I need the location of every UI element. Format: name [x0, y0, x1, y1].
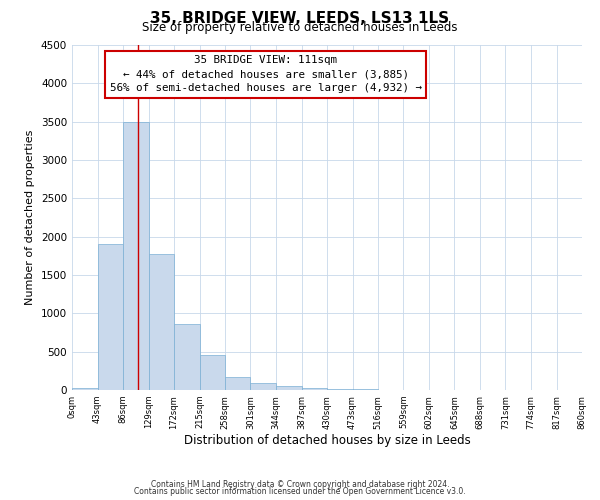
Text: 35 BRIDGE VIEW: 111sqm
← 44% of detached houses are smaller (3,885)
56% of semi-: 35 BRIDGE VIEW: 111sqm ← 44% of detached…: [110, 56, 422, 94]
Bar: [327, 389, 353, 390]
Bar: [149, 254, 174, 390]
X-axis label: Distribution of detached houses by size in Leeds: Distribution of detached houses by size …: [184, 434, 470, 448]
Bar: [72, 388, 97, 390]
Bar: [123, 122, 149, 390]
Text: Contains public sector information licensed under the Open Government Licence v3: Contains public sector information licen…: [134, 487, 466, 496]
Text: 35, BRIDGE VIEW, LEEDS, LS13 1LS: 35, BRIDGE VIEW, LEEDS, LS13 1LS: [151, 11, 449, 26]
Bar: [251, 383, 276, 390]
Bar: [276, 386, 302, 390]
Text: Size of property relative to detached houses in Leeds: Size of property relative to detached ho…: [142, 22, 458, 35]
Bar: [174, 324, 199, 390]
Text: Contains HM Land Registry data © Crown copyright and database right 2024.: Contains HM Land Registry data © Crown c…: [151, 480, 449, 489]
Bar: [199, 354, 225, 390]
Y-axis label: Number of detached properties: Number of detached properties: [25, 130, 35, 305]
Bar: [97, 244, 123, 390]
Bar: [225, 376, 251, 390]
Bar: [302, 388, 327, 390]
